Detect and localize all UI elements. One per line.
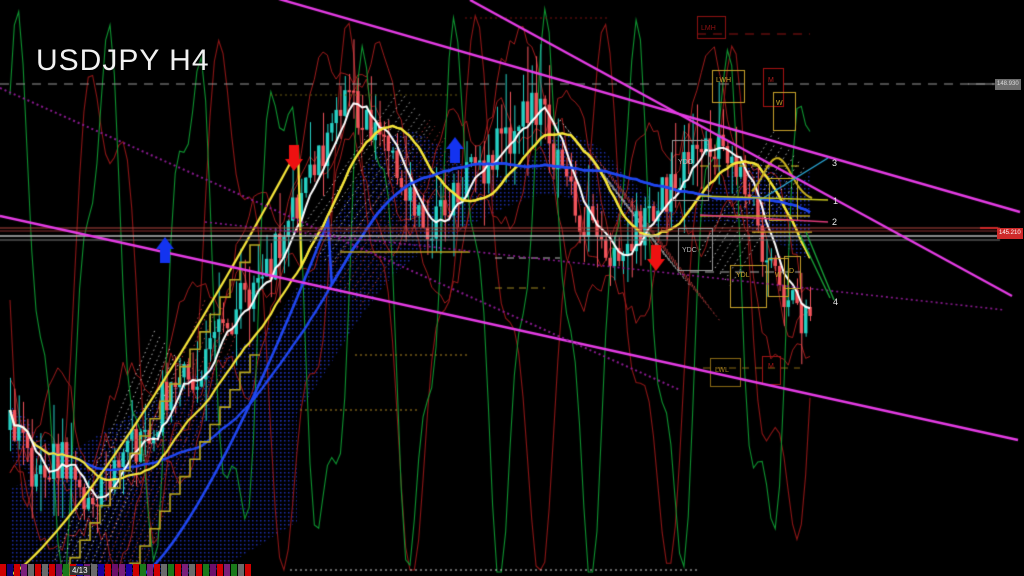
last-month-high-label: LMH [701,25,716,32]
histogram-cell [49,564,55,576]
histogram-cell [133,564,139,576]
histogram-cell [91,564,97,576]
channel-line-3-label: 3 [832,158,838,168]
histogram-cell [175,564,181,576]
month-level-2-label: M [768,363,774,370]
upper-level-tag: 148.930 [995,79,1021,90]
last-week-low-label: LWL [715,367,729,374]
histogram-cell [119,564,125,576]
day-level-label: D [789,268,795,275]
histogram-cell [231,564,237,576]
histogram-cell [168,564,174,576]
histogram-cell [210,564,216,576]
week-level-2-label: W [775,272,782,279]
histogram-cell [154,564,160,576]
histogram-cell [182,564,188,576]
histogram-cell [7,564,13,576]
histogram-cell [126,564,132,576]
channel-line-1-label: 1 [833,196,839,206]
histogram-cell [147,564,153,576]
current-price-tag: 145.210 [997,228,1023,239]
yesterday-low-label: YDL [736,272,750,279]
histogram-cell [35,564,41,576]
histogram-cell [28,564,34,576]
channel-line-4-label: 4 [833,297,839,307]
histogram-cell [224,564,230,576]
histogram-cell [112,564,118,576]
histogram-cell [140,564,146,576]
last-week-high-label: LWH [716,77,732,84]
bottom-histogram[interactable] [0,564,1024,576]
histogram-cell [189,564,195,576]
histogram-cell [196,564,202,576]
histogram-cell [105,564,111,576]
histogram-cell [14,564,20,576]
yesterday-open-label: YDO [678,159,694,166]
histogram-cell [217,564,223,576]
histogram-cell [98,564,104,576]
histogram-cell [245,564,251,576]
yesterday-close-label: YDC [682,247,697,254]
histogram-cell [203,564,209,576]
histogram-cell [63,564,69,576]
histogram-cell [42,564,48,576]
histogram-cell [56,564,62,576]
histogram-cell [161,564,167,576]
histogram-cell [238,564,244,576]
month-level-label: M [768,77,774,84]
histogram-cell [0,564,6,576]
histogram-count-label: 4/13 [70,566,90,575]
channel-line-2-label: 2 [832,217,838,227]
week-level-label: W [776,100,783,107]
histogram-cell [21,564,27,576]
